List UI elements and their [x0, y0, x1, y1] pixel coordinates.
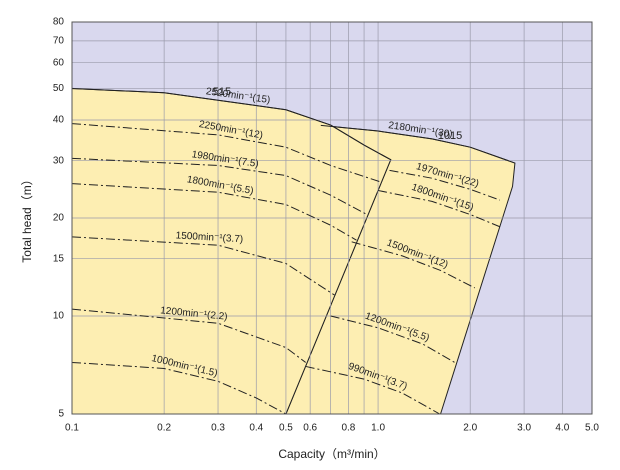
x-tick-label: 0.3	[211, 423, 225, 434]
x-tick-label: 1.0	[371, 423, 385, 434]
curve	[71, 87, 391, 161]
curve	[351, 241, 476, 289]
y-tick-label: 20	[53, 213, 65, 224]
y-tick-label: 80	[53, 17, 65, 28]
x-tick-label: 0.1	[65, 423, 79, 434]
x-tick-label: 5.0	[585, 423, 599, 434]
y-tick-label: 5	[58, 409, 64, 420]
x-tick-label: 0.8	[341, 423, 355, 434]
curve	[71, 157, 368, 215]
x-tick-label: 4.0	[555, 423, 569, 434]
x-tick-label: 3.0	[517, 423, 531, 434]
curve	[71, 236, 335, 296]
x-tick-label: 2.0	[463, 423, 477, 434]
x-tick-label: 0.2	[157, 423, 171, 434]
curve	[330, 315, 455, 363]
curve	[71, 361, 287, 415]
x-tick-label: 0.6	[303, 423, 317, 434]
y-tick-label: 30	[53, 155, 65, 166]
y-tick-label: 50	[53, 83, 65, 94]
curve	[320, 124, 516, 164]
curve	[389, 169, 501, 201]
y-tick-label: 15	[53, 253, 65, 264]
curve	[71, 123, 381, 183]
plot-frame	[71, 21, 593, 415]
y-tick-label: 60	[53, 57, 65, 68]
curve	[71, 183, 357, 241]
curve-label: 1500min⁻¹(3.7)	[175, 230, 243, 245]
y-axis-label: Total head（m）	[20, 173, 34, 262]
y-tick-label: 40	[53, 115, 65, 126]
y-tick-label: 70	[53, 36, 65, 47]
curve	[71, 308, 306, 363]
x-axis-label: Capacity（m³/min）	[278, 447, 385, 461]
x-tick-label: 0.5	[279, 423, 293, 434]
model-label: 1015	[438, 130, 462, 142]
curve	[305, 365, 440, 415]
model-label: 515	[213, 86, 231, 98]
y-tick-label: 10	[53, 311, 65, 322]
x-tick-label: 0.4	[249, 423, 263, 434]
curve	[377, 189, 501, 228]
